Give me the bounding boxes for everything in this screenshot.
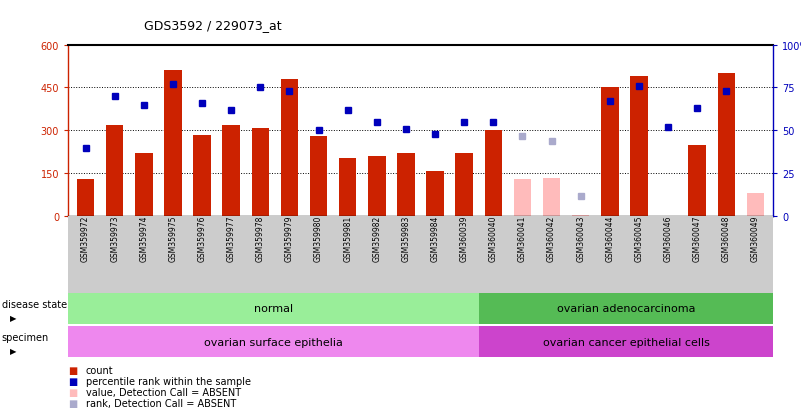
- Text: GDS3592 / 229073_at: GDS3592 / 229073_at: [144, 19, 282, 31]
- Bar: [193, 135, 211, 217]
- Text: ■: ■: [68, 365, 78, 375]
- Text: normal: normal: [254, 304, 293, 314]
- Text: ovarian surface epithelia: ovarian surface epithelia: [204, 337, 343, 347]
- Text: ▶: ▶: [10, 347, 16, 356]
- Text: specimen: specimen: [2, 332, 49, 342]
- Bar: [280, 80, 298, 217]
- Text: ▶: ▶: [10, 313, 16, 323]
- Text: count: count: [86, 365, 113, 375]
- Bar: [77, 180, 95, 217]
- Text: value, Detection Call = ABSENT: value, Detection Call = ABSENT: [86, 387, 241, 397]
- Text: ■: ■: [68, 376, 78, 386]
- Bar: [747, 194, 764, 217]
- Bar: [479, 293, 773, 324]
- Bar: [310, 137, 328, 217]
- Bar: [601, 88, 618, 217]
- Text: ovarian cancer epithelial cells: ovarian cancer epithelial cells: [543, 337, 710, 347]
- Bar: [630, 77, 648, 217]
- Bar: [68, 293, 479, 324]
- Bar: [252, 128, 269, 217]
- Bar: [513, 180, 531, 217]
- Bar: [718, 74, 735, 217]
- Text: rank, Detection Call = ABSENT: rank, Detection Call = ABSENT: [86, 398, 236, 408]
- Bar: [106, 126, 123, 217]
- Bar: [164, 71, 182, 217]
- Text: disease state: disease state: [2, 299, 66, 309]
- Text: ovarian adenocarcinoma: ovarian adenocarcinoma: [557, 304, 695, 314]
- Text: percentile rank within the sample: percentile rank within the sample: [86, 376, 251, 386]
- Bar: [339, 158, 356, 217]
- Bar: [479, 326, 773, 357]
- Text: ■: ■: [68, 387, 78, 397]
- Bar: [543, 178, 561, 217]
- Text: ■: ■: [68, 398, 78, 408]
- Bar: [456, 154, 473, 217]
- Bar: [397, 154, 415, 217]
- Bar: [135, 154, 152, 217]
- Bar: [572, 216, 590, 217]
- Bar: [223, 126, 240, 217]
- Bar: [68, 326, 479, 357]
- Bar: [485, 131, 502, 217]
- Bar: [368, 157, 385, 217]
- Bar: [689, 145, 706, 217]
- Bar: [426, 171, 444, 217]
